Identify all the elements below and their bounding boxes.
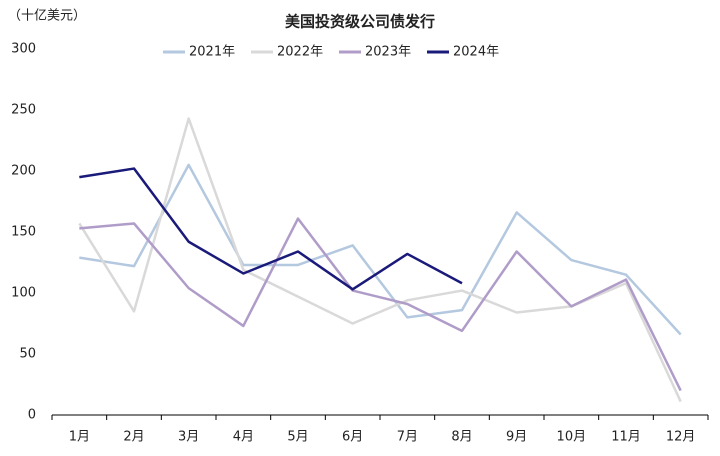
x-tick-label: 2月	[123, 430, 144, 445]
legend-label: 2023年	[365, 45, 411, 60]
x-tick-label: 10月	[557, 430, 587, 445]
x-tick-label: 3月	[178, 430, 199, 445]
x-tick-label: 8月	[451, 430, 472, 445]
x-tick-label: 1月	[69, 430, 90, 445]
x-tick-label: 6月	[342, 430, 363, 445]
y-tick-label: 200	[11, 164, 36, 179]
series-line	[79, 167, 463, 291]
x-tick-label: 7月	[397, 430, 418, 445]
x-tick-label: 9月	[506, 430, 527, 445]
y-tick-label: 250	[11, 103, 36, 118]
y-tick-label: 300	[11, 42, 36, 57]
x-tick-label: 5月	[287, 430, 308, 445]
series-line	[78, 117, 682, 403]
y-tick-label: 0	[28, 408, 36, 423]
y-axis-label: （十亿美元）	[8, 9, 86, 24]
x-tick-label: 12月	[666, 430, 696, 445]
series-line	[79, 217, 682, 392]
series-line	[79, 163, 682, 336]
x-tick-label: 11月	[611, 430, 641, 445]
chart-title: 美国投资级公司债发行	[285, 13, 435, 31]
x-tick-label: 4月	[233, 430, 254, 445]
y-tick-label: 50	[19, 347, 36, 362]
y-tick-label: 100	[11, 286, 36, 301]
y-tick-label: 150	[11, 225, 36, 240]
legend-label: 2022年	[277, 45, 323, 60]
legend-label: 2024年	[453, 45, 499, 60]
legend-label: 2021年	[189, 45, 235, 60]
